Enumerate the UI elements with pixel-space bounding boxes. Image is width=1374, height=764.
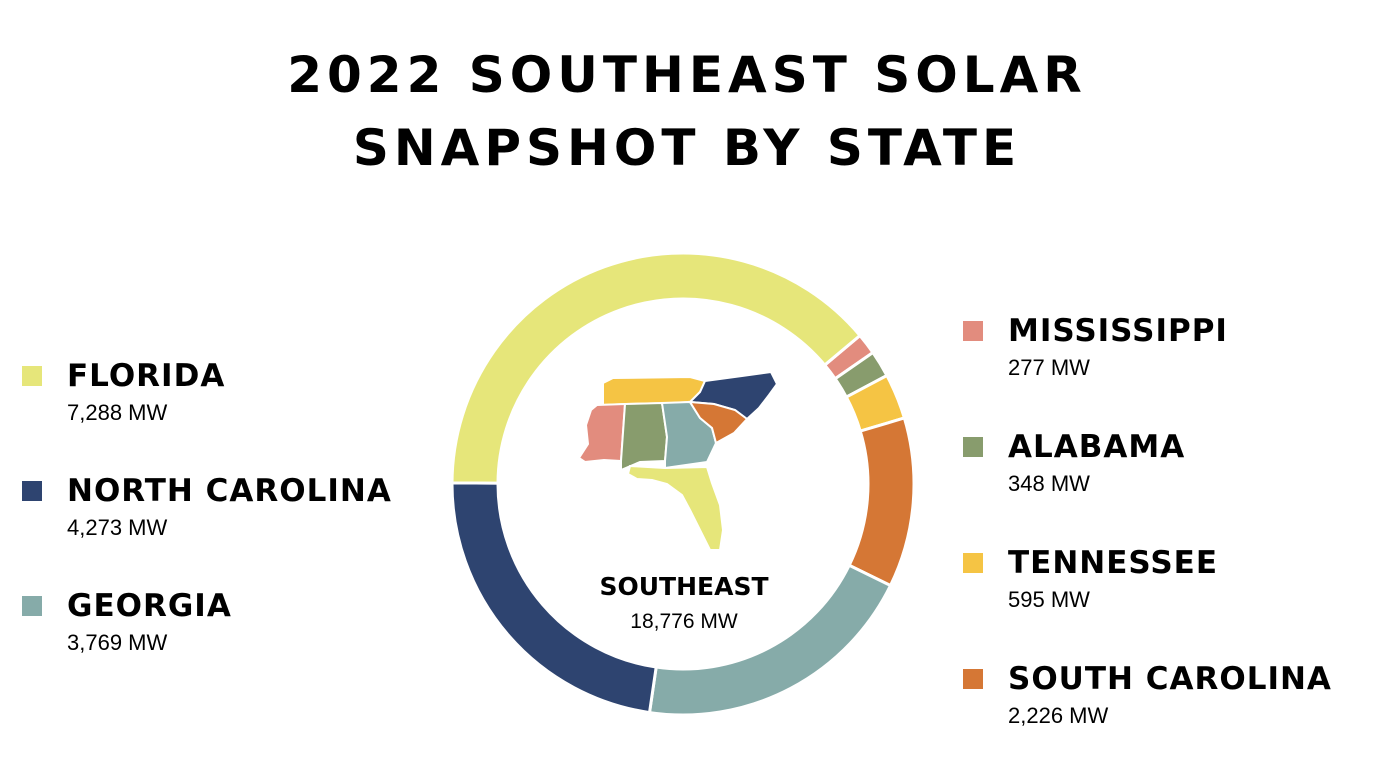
center-label-name: SOUTHEAST: [599, 572, 769, 601]
legend-value: 277 MW: [1008, 355, 1090, 380]
legend-swatch: [963, 321, 983, 341]
legend-value: 7,288 MW: [67, 400, 168, 425]
southeast-states-map-icon: [577, 370, 779, 551]
legend-swatch: [963, 553, 983, 573]
legend-label: SOUTH CAROLINA: [1008, 661, 1332, 697]
legend-label: NORTH CAROLINA: [67, 473, 392, 509]
center-label-value: 18,776 MW: [630, 610, 738, 633]
legend-label: TENNESSEE: [1008, 545, 1219, 581]
legend-label: ALABAMA: [1008, 429, 1186, 465]
legend-swatch: [22, 481, 42, 501]
map-tennessee: [602, 375, 707, 407]
donut-slice-florida: [450, 251, 863, 485]
chart-title-line2: SNAPSHOT BY STATE: [352, 119, 1022, 177]
legend-label: GEORGIA: [67, 588, 232, 624]
map-florida: [626, 464, 725, 551]
legend-swatch: [22, 366, 42, 386]
chart-title-line1: 2022 SOUTHEAST SOLAR: [287, 46, 1087, 104]
legend-value: 348 MW: [1008, 471, 1090, 496]
legend-swatch: [963, 437, 983, 457]
map-north-carolina: [687, 370, 779, 421]
legend-value: 3,769 MW: [67, 630, 168, 655]
map-south-carolina: [688, 400, 749, 445]
legend-swatch: [963, 669, 983, 689]
map-mississippi: [577, 402, 627, 464]
legend-label: FLORIDA: [67, 358, 226, 394]
map-alabama: [620, 401, 669, 472]
donut-slice-south-carolina: [847, 416, 916, 588]
legend-value: 2,226 MW: [1008, 703, 1109, 728]
legend-value: 4,273 MW: [67, 515, 168, 540]
donut-slices: [450, 251, 916, 717]
legend-label: MISSISSIPPI: [1008, 313, 1228, 349]
legend-value: 595 MW: [1008, 587, 1090, 612]
legend-swatch: [22, 596, 42, 616]
